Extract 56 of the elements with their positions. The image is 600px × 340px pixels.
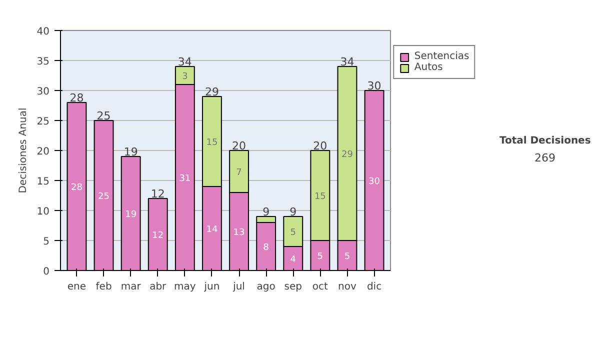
x-tick-label: dic	[366, 282, 382, 292]
x-tick-label: abr	[150, 282, 168, 292]
total-label: 20	[232, 140, 246, 152]
data-label: 25	[98, 192, 110, 202]
data-label: 8	[263, 243, 270, 253]
x-tick-label: jul	[232, 282, 245, 292]
data-label: 4	[290, 255, 296, 265]
data-label: 5	[290, 228, 296, 238]
data-label: 15	[206, 138, 218, 148]
x-tick-label: ago	[256, 282, 276, 292]
total-label: 29	[204, 86, 219, 98]
y-tick-label: 0	[43, 266, 50, 278]
total-label: 28	[70, 92, 84, 104]
data-label: 7	[236, 168, 242, 178]
total-label: 34	[340, 56, 354, 68]
data-label: 31	[179, 174, 191, 184]
data-label: 28	[71, 183, 83, 193]
data-label: 5	[317, 252, 324, 262]
data-label: 12	[152, 231, 164, 241]
x-tick-label: mar	[120, 282, 142, 292]
data-label: 19	[125, 210, 137, 220]
x-tick-label: ene	[67, 282, 86, 292]
x-tick-label: sep	[284, 282, 302, 292]
x-tick-label: feb	[96, 282, 112, 292]
y-tick-label: 30	[36, 86, 50, 98]
total-label: 30	[367, 80, 382, 92]
data-label: 3	[182, 72, 188, 82]
total-label: 34	[178, 56, 192, 68]
total-label: 20	[313, 140, 328, 152]
text: 269	[534, 152, 556, 164]
legend-label: Autos	[414, 62, 443, 73]
y-tick-label: 25	[36, 116, 50, 128]
y-tick-label: 5	[43, 236, 50, 248]
y-axis-title: Decisiones Anual	[18, 108, 29, 194]
y-tick-label: 35	[36, 56, 50, 68]
data-label: 14	[206, 225, 218, 235]
legend-label: Sentencias	[414, 51, 470, 62]
data-label: 13	[233, 228, 245, 238]
y-tick-label: 20	[36, 146, 50, 158]
total-label: 12	[150, 188, 165, 200]
data-label: 29	[341, 150, 354, 160]
total-label: 9	[290, 206, 297, 218]
x-tick-label: oct	[312, 282, 328, 292]
total-label: 19	[124, 146, 138, 158]
y-tick-label: 10	[36, 206, 50, 218]
y-tick-label: 15	[36, 176, 50, 188]
text: Total Decisiones	[499, 136, 591, 146]
total-label: 9	[262, 206, 270, 218]
x-tick-label: jun	[203, 282, 220, 292]
data-label: 30	[368, 177, 380, 187]
x-tick-label: may	[174, 282, 196, 292]
data-label: 15	[314, 192, 326, 202]
total-label: 25	[96, 110, 111, 122]
y-tick-label: 40	[36, 26, 50, 38]
x-tick-label: nov	[338, 282, 356, 292]
data-label: 5	[344, 252, 350, 262]
